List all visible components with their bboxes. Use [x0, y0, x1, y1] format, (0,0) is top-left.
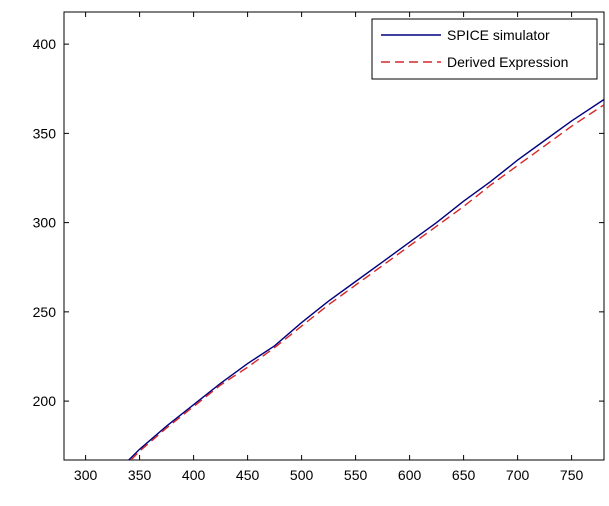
y-tick-label: 300	[33, 215, 57, 231]
series-line-derived-expression	[130, 104, 604, 460]
x-tick-label: 550	[344, 467, 368, 483]
plot-area	[63, 11, 605, 461]
x-tick-label: 750	[560, 467, 584, 483]
y-tick-label: 400	[33, 36, 57, 52]
x-tick-label: 350	[128, 467, 152, 483]
legend-label-spice-simulator: SPICE simulator	[447, 27, 550, 43]
x-tick-label: 400	[182, 467, 206, 483]
x-tick-label: 700	[506, 467, 530, 483]
legend: SPICE simulator Derived Expression	[371, 18, 598, 80]
x-tick-label: 650	[452, 467, 476, 483]
legend-label-derived-expression: Derived Expression	[447, 54, 568, 70]
x-tick-label: 450	[236, 467, 260, 483]
series-line-spice-simulator	[128, 98, 604, 460]
tick-labels: 300 350 400 450 500 550 600 650 700 750 200 250 300 3…	[33, 36, 584, 483]
tick-marks	[64, 12, 604, 460]
y-tick-label: 200	[33, 393, 57, 409]
series-group	[128, 98, 604, 460]
x-tick-label: 500	[290, 467, 314, 483]
y-tick-label: 350	[33, 125, 57, 141]
legend-box	[371, 18, 598, 80]
x-tick-label: 300	[74, 467, 98, 483]
x-tick-label: 600	[398, 467, 422, 483]
y-tick-label: 250	[33, 304, 57, 320]
